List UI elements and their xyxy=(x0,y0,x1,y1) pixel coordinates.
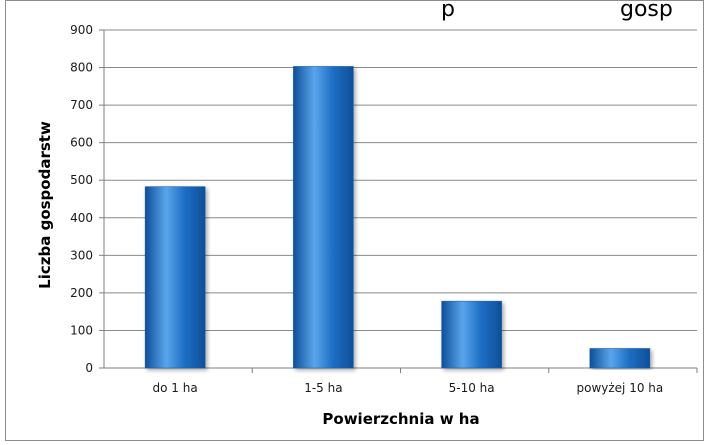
x-tick-label: powyżej 10 ha xyxy=(577,381,664,395)
y-tick-label: 600 xyxy=(70,136,93,150)
x-axis-title: Powierzchnia w ha xyxy=(322,410,479,428)
y-tick-label: 700 xyxy=(70,98,93,112)
y-tick-label: 900 xyxy=(70,23,93,37)
x-tick-label: do 1 ha xyxy=(153,381,198,395)
y-tick-label: 300 xyxy=(70,248,93,262)
y-tick-label: 500 xyxy=(70,173,93,187)
y-tick-label: 800 xyxy=(70,61,93,75)
bar-0 xyxy=(144,186,206,369)
chart-title-fragment-left: p xyxy=(441,0,455,22)
chart-title-fragment-right: gosp xyxy=(620,0,673,22)
y-tick-label: 100 xyxy=(70,323,93,337)
bar-1 xyxy=(293,66,354,369)
bar-2 xyxy=(441,300,502,369)
y-tick-label: 200 xyxy=(70,286,93,300)
y-tick-label: 0 xyxy=(85,361,93,375)
y-tick-label: 400 xyxy=(70,211,93,225)
x-tick-label: 1-5 ha xyxy=(304,381,342,395)
y-axis-title: Liczba gospodarstw xyxy=(36,121,54,289)
bar-3 xyxy=(589,348,651,369)
x-tick-label: 5-10 ha xyxy=(449,381,495,395)
